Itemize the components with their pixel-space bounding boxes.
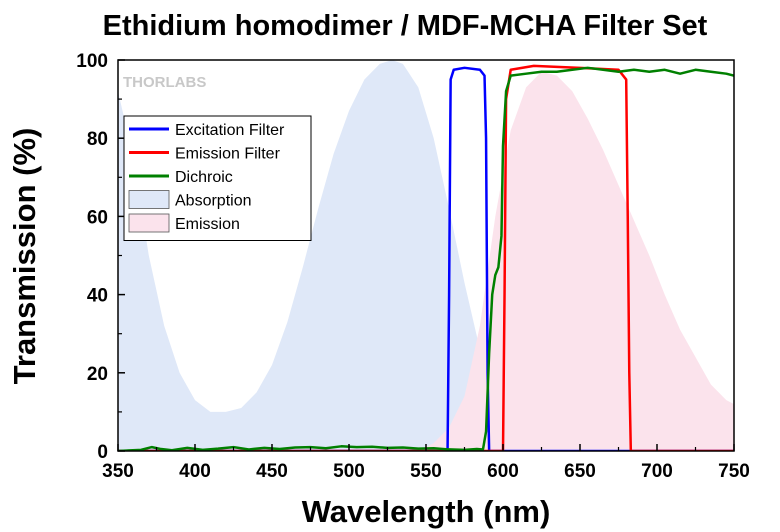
x-tick-label: 450 <box>256 461 288 482</box>
y-tick-label: 60 <box>87 207 108 228</box>
y-axis-title: Transmission (%) <box>7 128 42 385</box>
dichroic-line <box>118 66 734 451</box>
x-tick-label: 350 <box>102 461 134 482</box>
dichroic-legend-label: Dichroic <box>175 169 233 186</box>
x-tick-label: 500 <box>333 461 365 482</box>
emission-filter-legend-label: Emission Filter <box>175 146 281 163</box>
emission-legend-swatch <box>128 213 170 233</box>
chart-title: Ethidium homodimer / MDF-MCHA Filter Set <box>103 10 708 42</box>
watermark-logo: THORLABS <box>123 74 206 91</box>
legend-box <box>123 115 312 241</box>
emission-legend-label: Emission <box>175 216 240 233</box>
y-tick-label: 100 <box>76 51 108 72</box>
plot-areas <box>118 60 734 451</box>
x-axis-title: Wavelength (nm) <box>302 494 551 529</box>
absorption-legend-label: Absorption <box>175 193 252 210</box>
x-tick-label: 400 <box>179 461 211 482</box>
x-tick-label: 650 <box>564 461 596 482</box>
absorption-legend-swatch <box>128 190 170 209</box>
x-tick-label: 600 <box>487 461 519 482</box>
watermark-layer: THORLABS <box>123 74 206 91</box>
axis-ticks: 350 400 450 500 550 600 650 700 750 0 20 40 60 80 100 <box>76 51 750 482</box>
excitation-filter-legend-label: Excitation Filter <box>175 122 285 139</box>
y-tick-label: 20 <box>87 364 108 385</box>
x-tick-label: 700 <box>641 461 673 482</box>
x-tick-label: 750 <box>718 461 750 482</box>
y-tick-label: 80 <box>87 129 108 150</box>
y-tick-label: 0 <box>97 442 108 463</box>
absorption-area <box>118 60 734 451</box>
emission-area <box>118 71 734 451</box>
x-tick-label: 550 <box>410 461 442 482</box>
y-tick-label: 40 <box>87 286 108 307</box>
plot-lines <box>118 64 734 451</box>
legend: Excitation Filter Emission Filter Dichroic… <box>123 115 312 241</box>
